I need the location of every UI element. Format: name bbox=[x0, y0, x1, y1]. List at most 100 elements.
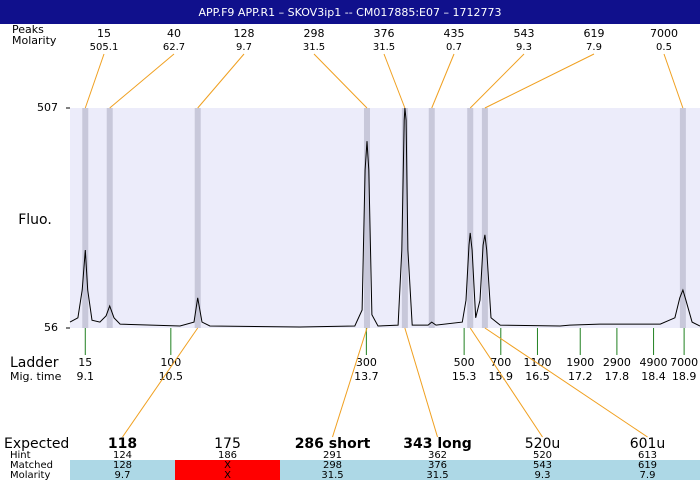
peak-molarity: 31.5 bbox=[303, 42, 325, 53]
peak-size: 376 bbox=[374, 27, 395, 40]
mig-time: 15.9 bbox=[489, 370, 514, 383]
table-cell: 9.3 bbox=[535, 470, 551, 480]
matched-row-bg bbox=[70, 460, 700, 480]
table-cell: 7.9 bbox=[640, 470, 656, 480]
table-cell: 118 bbox=[108, 436, 137, 452]
table-cell: 186 bbox=[218, 450, 237, 461]
mig-time: 9.1 bbox=[77, 370, 95, 383]
ladder-size: 500 bbox=[454, 356, 475, 369]
y-tick-label: 56 bbox=[44, 321, 58, 334]
ladder-size: 2900 bbox=[603, 356, 631, 369]
peak-molarity: 0.5 bbox=[656, 42, 672, 53]
mig-time: 13.7 bbox=[354, 370, 379, 383]
match-connector bbox=[484, 327, 648, 438]
peak-band bbox=[106, 108, 113, 328]
peak-size: 40 bbox=[167, 27, 181, 40]
peak-band bbox=[481, 108, 488, 328]
y-tick-label: 507 bbox=[37, 101, 58, 114]
ladder-size: 15 bbox=[78, 356, 92, 369]
table-cell: 286 short bbox=[295, 436, 371, 452]
ladder-size: 1100 bbox=[523, 356, 551, 369]
peak-connector bbox=[663, 53, 684, 109]
peak-molarity: 31.5 bbox=[373, 42, 395, 53]
peak-connector bbox=[313, 53, 368, 109]
table-cell: 520u bbox=[525, 436, 561, 452]
ladder-size: 4900 bbox=[640, 356, 668, 369]
peak-size: 543 bbox=[514, 27, 535, 40]
y-axis-label: Fluo. bbox=[18, 212, 52, 228]
mig-time-label: Mig. time bbox=[10, 370, 62, 383]
table-cell: 613 bbox=[638, 450, 657, 461]
peak-band bbox=[467, 108, 474, 328]
header-title: APP.F9 APP.R1 – SKOV3ip1 -- CM017885:E07… bbox=[199, 6, 502, 19]
peak-molarity: 9.3 bbox=[516, 42, 532, 53]
peak-band bbox=[363, 108, 370, 328]
mig-time: 16.5 bbox=[525, 370, 550, 383]
peak-molarity: 505.1 bbox=[90, 42, 119, 53]
peak-band bbox=[428, 108, 435, 328]
table-cell: 543 bbox=[533, 460, 552, 471]
row-label: Expected bbox=[4, 436, 69, 452]
match-connector bbox=[469, 327, 543, 438]
peak-molarity: 9.7 bbox=[236, 42, 252, 53]
table-cell: X bbox=[224, 470, 231, 480]
mig-time: 15.3 bbox=[452, 370, 477, 383]
peak-size: 435 bbox=[444, 27, 465, 40]
trace bbox=[69, 107, 700, 328]
table-cell: 520 bbox=[533, 450, 552, 461]
peak-size: 128 bbox=[234, 27, 255, 40]
table-cell: 31.5 bbox=[321, 470, 343, 480]
peak-band bbox=[194, 108, 201, 328]
table-cell: 376 bbox=[428, 460, 447, 471]
mig-time: 10.5 bbox=[159, 370, 184, 383]
table-cell: 291 bbox=[323, 450, 342, 461]
row-label: Matched bbox=[10, 460, 53, 471]
mig-time: 17.2 bbox=[568, 370, 593, 383]
peaks-label: Peaks bbox=[12, 23, 44, 36]
mig-time: 18.4 bbox=[641, 370, 666, 383]
peak-connector bbox=[469, 53, 525, 109]
peak-size: 298 bbox=[304, 27, 325, 40]
peak-size: 15 bbox=[97, 27, 111, 40]
peak-size: 7000 bbox=[650, 27, 678, 40]
ladder-size: 300 bbox=[356, 356, 377, 369]
table-cell: 128 bbox=[113, 460, 132, 471]
peak-connector bbox=[197, 53, 245, 109]
unmatched-cell bbox=[175, 460, 280, 480]
table-cell: 9.7 bbox=[115, 470, 131, 480]
row-label: Molarity bbox=[10, 470, 50, 480]
mig-time: 17.8 bbox=[605, 370, 630, 383]
ladder-label: Ladder bbox=[10, 355, 59, 371]
peak-band bbox=[679, 108, 686, 328]
table-cell: 343 long bbox=[403, 436, 472, 452]
table-cell: 175 bbox=[214, 436, 241, 452]
peak-band bbox=[82, 108, 89, 328]
table-cell: 124 bbox=[113, 450, 132, 461]
match-connector bbox=[122, 327, 199, 438]
peak-connector bbox=[84, 53, 105, 109]
plot-area bbox=[70, 108, 700, 328]
table-cell: 601u bbox=[630, 436, 666, 452]
table-cell: 619 bbox=[638, 460, 657, 471]
peak-band bbox=[401, 108, 408, 328]
peak-molarity: 0.7 bbox=[446, 42, 462, 53]
table-cell: 298 bbox=[323, 460, 342, 471]
peak-connector bbox=[431, 53, 455, 109]
peak-molarity: 62.7 bbox=[163, 42, 185, 53]
table-cell: 362 bbox=[428, 450, 447, 461]
mig-time: 18.9 bbox=[672, 370, 697, 383]
ladder-size: 7000 bbox=[670, 356, 698, 369]
table-cell: 31.5 bbox=[426, 470, 448, 480]
molarity-label: Molarity bbox=[12, 34, 57, 47]
row-label: Hint bbox=[10, 450, 31, 461]
peak-size: 619 bbox=[584, 27, 605, 40]
peak-connector bbox=[383, 53, 406, 109]
peak-connector bbox=[484, 53, 595, 109]
peak-molarity: 7.9 bbox=[586, 42, 602, 53]
peak-connector bbox=[109, 53, 175, 109]
match-connector bbox=[404, 327, 438, 438]
table-cell: X bbox=[224, 460, 231, 471]
header-bar bbox=[0, 0, 700, 24]
ladder-size: 1900 bbox=[566, 356, 594, 369]
